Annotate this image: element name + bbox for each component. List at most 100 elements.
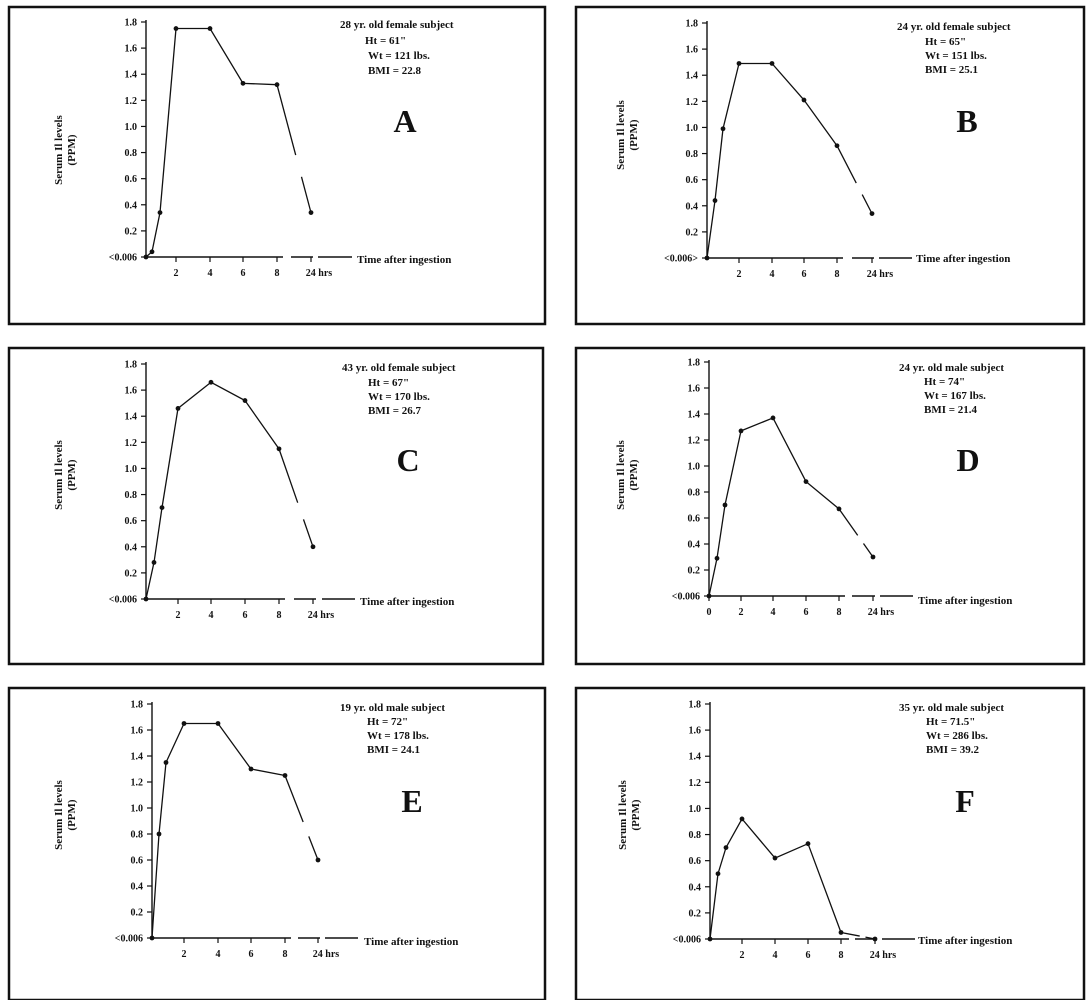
y-tick-label: 1.8	[686, 19, 699, 30]
y-tick-label: 1.8	[131, 700, 144, 711]
panel-frame	[574, 346, 1086, 666]
x-tick-label: 8	[837, 607, 842, 618]
data-point	[149, 935, 155, 941]
y-tick-label: 0.4	[689, 882, 702, 893]
y-ticks: <0.006 0.2 0.4 0.6 0.8 1.0 1.2 1.4 1.6 1.8	[109, 360, 146, 606]
series-line-break-start	[278, 448, 299, 503]
y-tick-label: 0.6	[131, 856, 144, 867]
x-axis-title: Time after ingestion	[360, 596, 454, 608]
data-point	[707, 936, 713, 942]
data-point	[736, 61, 742, 66]
subject-weight: Wt = 178 lbs.	[367, 730, 429, 742]
subject-height: Ht = 74"	[924, 376, 965, 388]
x-tick-label: 6	[802, 269, 807, 280]
data-point	[801, 97, 807, 103]
y-tick-label: 0.8	[125, 490, 138, 501]
y-ticks: <0.006 0.2 0.4 0.6 0.8 1.0 1.2 1.4 1.6 1.8	[109, 18, 146, 264]
series-line-break-end	[308, 836, 319, 861]
data-point	[870, 554, 876, 560]
x-ticks: 0 2 4 6 8 24 hrs	[707, 596, 895, 618]
x-axis-title: Time after ingestion	[918, 935, 1012, 947]
data-point	[838, 930, 844, 935]
x-tick-label: 2	[740, 950, 745, 961]
y-tick-label: 0.4	[125, 542, 138, 553]
x-tick-label: 24 hrs	[870, 950, 897, 961]
subject-bmi: BMI = 25.1	[925, 64, 978, 76]
series-line-break-end	[300, 176, 312, 213]
x-tick-label: 8	[283, 949, 288, 960]
panel-frame	[574, 5, 1086, 326]
subject-bmi: BMI = 26.7	[368, 405, 422, 417]
data-point	[706, 593, 712, 599]
x-tick-label: 8	[277, 610, 282, 621]
y-tick-label: 1.2	[131, 778, 144, 789]
y-tick-label: <0.006	[672, 592, 700, 603]
y-tick-label: 0.4	[686, 201, 699, 212]
y-tick-label: 0.8	[688, 488, 701, 499]
series-line-break-end	[302, 519, 314, 547]
x-tick-label: 4	[216, 949, 221, 960]
y-axis-unit: (PPM)	[66, 459, 78, 490]
x-tick-label: 6	[806, 950, 811, 961]
panel-frame	[7, 5, 547, 326]
y-tick-label: 0.2	[131, 908, 144, 919]
y-tick-label: 0.2	[689, 908, 702, 919]
series-line	[706, 62, 838, 259]
y-tick-label: 1.6	[125, 44, 138, 55]
subject-bmi: BMI = 21.4	[924, 404, 978, 416]
y-tick-label: 1.6	[686, 45, 699, 56]
y-tick-label: 1.8	[125, 18, 138, 29]
data-point	[276, 446, 282, 452]
data-point	[173, 26, 179, 31]
y-axis-title-text: Serum Il levels	[617, 779, 629, 849]
x-axis-title: Time after ingestion	[918, 595, 1012, 607]
data-point	[803, 479, 809, 484]
data-point	[723, 845, 729, 851]
y-tick-label: 0.8	[689, 830, 702, 841]
data-point	[215, 721, 221, 726]
y-axis-title: Serum Il levels (PPM)	[615, 99, 640, 169]
y-tick-label: 0.6	[686, 175, 699, 186]
y-tick-label: 1.6	[125, 386, 138, 397]
data-point	[151, 560, 157, 565]
y-tick-label: 0.8	[686, 149, 699, 160]
y-tick-label: 0.2	[125, 568, 138, 579]
y-tick-label: 0.8	[125, 148, 138, 159]
subject-weight: Wt = 167 lbs.	[924, 390, 986, 402]
y-tick-label: <0.006>	[664, 254, 698, 265]
data-point	[159, 505, 165, 511]
subject-height: Ht = 71.5"	[926, 716, 975, 728]
y-tick-label: <0.006	[115, 934, 143, 945]
x-tick-label: 24 hrs	[306, 268, 333, 279]
data-point	[248, 766, 254, 772]
x-tick-label: 24 hrs	[868, 607, 895, 618]
data-point	[282, 773, 288, 778]
data-point	[156, 831, 162, 837]
data-point	[149, 249, 155, 255]
y-axis-title: Serum Il levels (PPM)	[615, 439, 640, 509]
plot-area	[706, 360, 913, 599]
series-line-break-start	[838, 508, 859, 536]
plot-area	[143, 20, 352, 260]
y-tick-label: 1.2	[689, 778, 702, 789]
series-line-break-start	[284, 775, 304, 823]
data-point	[738, 428, 744, 434]
x-ticks: 2 4 6 8 24 hrs	[174, 257, 333, 279]
y-tick-label: 1.4	[686, 71, 699, 82]
y-tick-label: 1.6	[689, 726, 702, 737]
panel-frame	[7, 686, 547, 1000]
panel-letter: A	[393, 103, 416, 139]
data-point	[240, 80, 246, 86]
plot-area	[143, 362, 355, 602]
series-line	[709, 817, 842, 940]
subject-height: Ht = 61"	[365, 35, 406, 47]
data-point	[143, 596, 149, 602]
subject-weight: Wt = 121 lbs.	[368, 50, 430, 62]
panel-frame	[574, 686, 1086, 1000]
y-tick-label: 1.0	[689, 804, 702, 815]
y-axis-title-text: Serum Il levels	[615, 99, 627, 169]
series-line	[708, 417, 840, 597]
series-line-break-start	[840, 931, 860, 937]
y-tick-label: 1.0	[131, 804, 144, 815]
